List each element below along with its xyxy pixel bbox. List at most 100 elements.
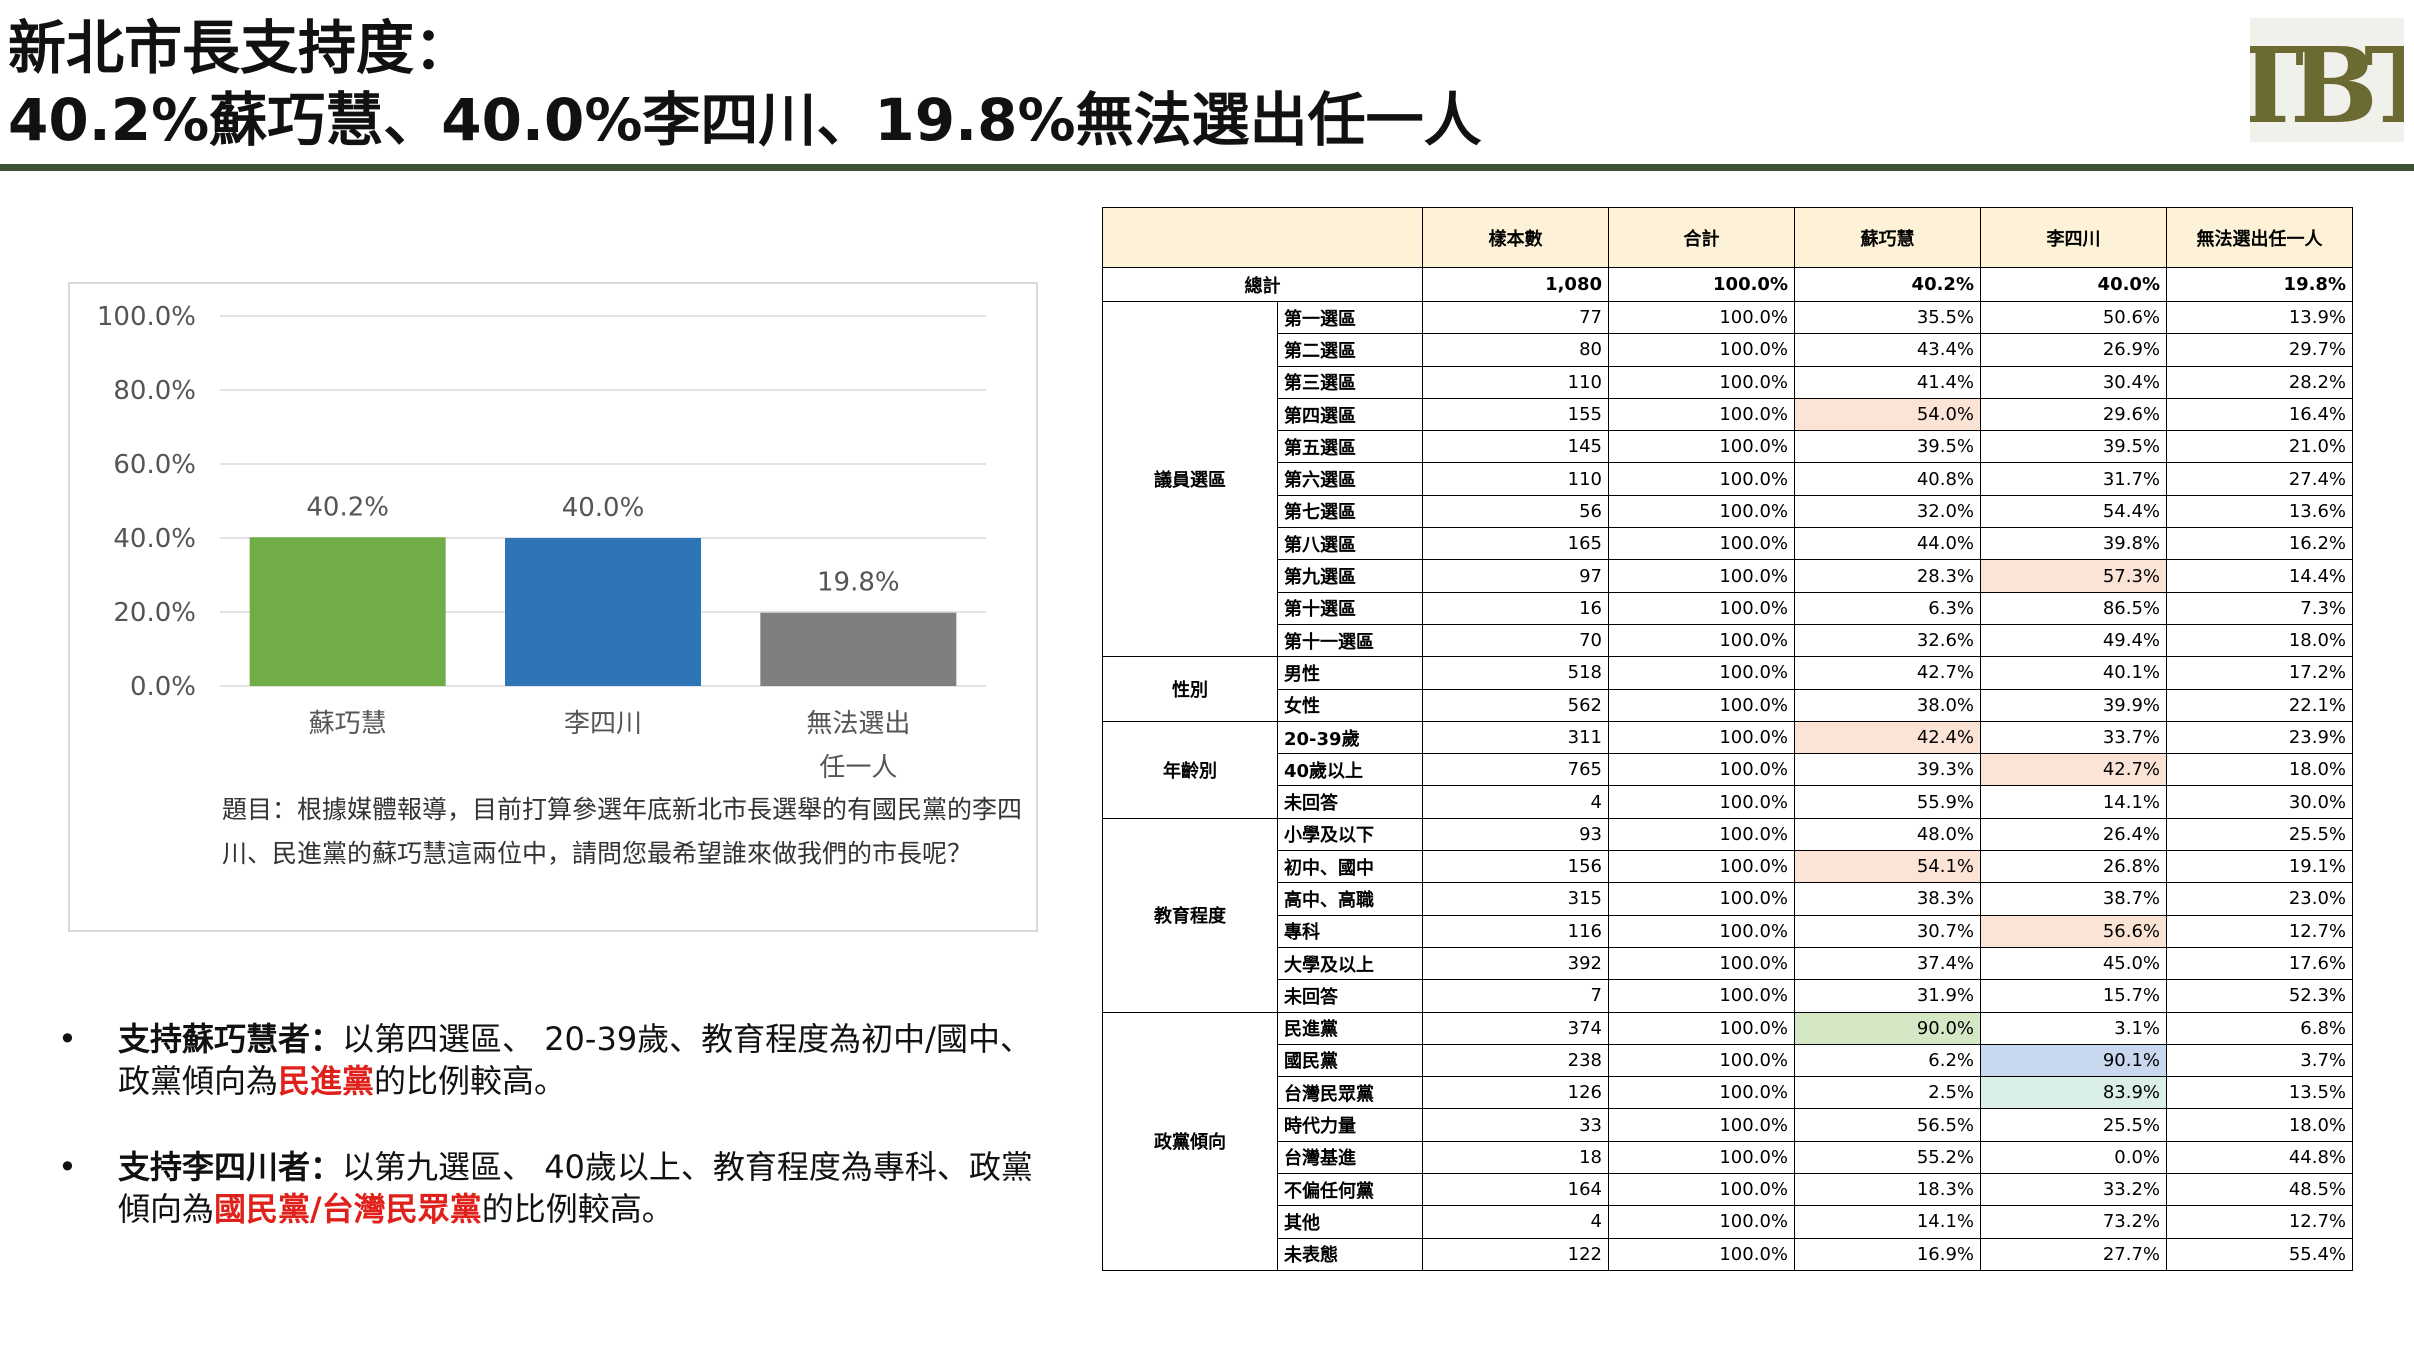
- table-cell: 28.2%: [2166, 365, 2353, 399]
- table-row: 第八選區 165 100.0% 44.0% 39.8% 16.2%: [1103, 527, 2353, 561]
- x-tick-label: 無法選出: [806, 709, 910, 739]
- table-cell: 26.9%: [1980, 333, 2167, 367]
- table-cell: 100.0%: [1608, 1108, 1795, 1142]
- table-cell: 4: [1422, 1205, 1609, 1239]
- bullet-dot: •: [58, 1020, 77, 1058]
- table-cell: 13.6%: [2166, 494, 2353, 529]
- table-row: 大學及以上 392 100.0% 37.4% 45.0% 17.6%: [1103, 946, 2353, 981]
- row-label: 男性: [1277, 656, 1423, 690]
- table-cell: 15.7%: [1980, 979, 2167, 1013]
- table-cell: 44.0%: [1794, 527, 1981, 561]
- table-cell: 29.6%: [1980, 397, 2167, 432]
- table-cell: 54.4%: [1980, 494, 2167, 529]
- header-li: 李四川: [1980, 207, 2167, 268]
- table-cell: 42.7%: [1980, 753, 2167, 787]
- table-cell: 100.0%: [1608, 914, 1795, 948]
- bullet-dot: •: [58, 1148, 77, 1186]
- table-row: 第十一選區 70 100.0% 32.6% 49.4% 18.0%: [1103, 623, 2353, 658]
- table-cell: 56.6%: [1980, 914, 2167, 948]
- table-cell: 100.0%: [1608, 688, 1795, 722]
- finding-text: 以第四選區、 20-39歲、教育程度為初中/國中、 政黨傾向為: [118, 1020, 1032, 1100]
- table-cell: 97: [1422, 559, 1609, 593]
- row-label: 第三選區: [1277, 365, 1423, 399]
- row-label: 未表態: [1277, 1237, 1423, 1271]
- table-row: 其他 4 100.0% 14.1% 73.2% 12.7%: [1103, 1205, 2353, 1239]
- y-tick-label: 40.0%: [113, 524, 196, 554]
- table-cell: 27.4%: [2166, 462, 2353, 496]
- finding-text-end: 的比例較高。: [481, 1190, 674, 1228]
- table-cell: 100.0%: [1608, 591, 1795, 625]
- table-cell: 52.3%: [2166, 979, 2353, 1013]
- chart-caption: 題目：根據媒體報導，目前打算參選年底新北市長選舉的有國民黨的李四川、民進黨的蘇巧…: [222, 795, 1023, 868]
- table-cell: 374: [1422, 1011, 1609, 1045]
- table-cell: 3.1%: [1980, 1011, 2167, 1045]
- table-cell: 562: [1422, 688, 1609, 722]
- table-cell: 93: [1422, 817, 1609, 852]
- chart-panel: 0.0% 20.0% 40.0% 60.0% 80.0% 100.0% 40.2% 蘇巧慧 40…: [68, 282, 1038, 932]
- y-tick-label: 60.0%: [113, 450, 196, 480]
- table-cell: 100.0%: [1608, 1076, 1795, 1110]
- title-line-2: 40.2%蘇巧慧、40.0%李四川、19.8%無法選出任一人: [8, 86, 1482, 154]
- table-cell: 100.0%: [1608, 333, 1795, 367]
- table-cell: 39.5%: [1980, 430, 2167, 464]
- table-row: 國民黨 238 100.0% 6.2% 90.1% 3.7%: [1103, 1043, 2353, 1078]
- group-label: 議員選區: [1102, 300, 1278, 658]
- title-line-1: 新北市長支持度：: [8, 14, 473, 82]
- table-total-row: 總計 1,080 100.0% 40.2% 40.0% 19.8%: [1102, 267, 2353, 302]
- table-cell: 19.1%: [2166, 850, 2353, 884]
- table-cell: 77: [1422, 300, 1609, 335]
- table-row: 第九選區 97 100.0% 28.3% 57.3% 14.4%: [1103, 559, 2353, 593]
- table-cell: 100.0%: [1608, 882, 1795, 916]
- table-cell: 33: [1422, 1108, 1609, 1142]
- table-cell: 110: [1422, 462, 1609, 496]
- table-cell: 38.0%: [1794, 688, 1981, 722]
- table-row: 政黨傾向 民進黨 374 100.0% 90.0% 3.1% 6.8%: [1102, 1011, 2353, 1271]
- group-label: 性別: [1102, 656, 1278, 722]
- header-total: 合計: [1608, 207, 1795, 268]
- total-cell: 40.2%: [1794, 267, 1981, 302]
- finding-party-highlight: 國民黨/台灣民眾黨: [214, 1190, 482, 1228]
- table-cell: 12.7%: [2166, 914, 2353, 948]
- table-cell: 100.0%: [1608, 1043, 1795, 1078]
- table-cell: 116: [1422, 914, 1609, 948]
- table-cell: 100.0%: [1608, 559, 1795, 593]
- table-cell: 100.0%: [1608, 1140, 1795, 1175]
- table-cell: 22.1%: [2166, 688, 2353, 722]
- table-cell: 165: [1422, 527, 1609, 561]
- tbt-logo: TBT: [2250, 18, 2404, 142]
- table-cell: 2.5%: [1794, 1076, 1981, 1110]
- table-cell: 32.6%: [1794, 623, 1981, 658]
- table-row: 性別 男性 518 100.0% 42.7% 40.1% 17.2%: [1102, 656, 2353, 722]
- table-row: 第二選區 80 100.0% 43.4% 26.9% 29.7%: [1103, 333, 2353, 367]
- table-cell: 13.9%: [2166, 300, 2353, 335]
- table-cell: 31.9%: [1794, 979, 1981, 1013]
- total-cell: 40.0%: [1980, 267, 2167, 302]
- row-label: 小學及以下: [1277, 817, 1423, 852]
- table-cell: 38.3%: [1794, 882, 1981, 916]
- bar-chart: 0.0% 20.0% 40.0% 60.0% 80.0% 100.0% 40.2% 蘇巧慧 40…: [97, 302, 986, 783]
- table-cell: 100.0%: [1608, 785, 1795, 819]
- table-cell: 14.1%: [1980, 785, 2167, 819]
- table-cell: 145: [1422, 430, 1609, 464]
- table-cell: 16.9%: [1794, 1237, 1981, 1271]
- row-label: 第一選區: [1277, 300, 1423, 335]
- table-row: 台灣基進 18 100.0% 55.2% 0.0% 44.8%: [1103, 1140, 2353, 1175]
- row-label: 第二選區: [1277, 333, 1423, 367]
- finding-text-end: 的比例較高。: [374, 1062, 567, 1100]
- table-cell: 100.0%: [1608, 462, 1795, 496]
- table-cell: 37.4%: [1794, 946, 1981, 981]
- header-sample: 樣本數: [1422, 207, 1609, 268]
- table-cell: 48.0%: [1794, 817, 1981, 852]
- table-cell: 55.4%: [2166, 1237, 2353, 1271]
- table-cell: 100.0%: [1608, 300, 1795, 335]
- table-cell: 14.1%: [1794, 1205, 1981, 1239]
- table-cell: 26.8%: [1980, 850, 2167, 884]
- table-cell: 315: [1422, 882, 1609, 916]
- table-cell: 0.0%: [1980, 1140, 2167, 1175]
- table-cell: 23.9%: [2166, 720, 2353, 755]
- logo-text: TBT: [2250, 24, 2404, 142]
- table-cell: 122: [1422, 1237, 1609, 1271]
- table-cell: 17.6%: [2166, 946, 2353, 981]
- table-cell: 18.0%: [2166, 753, 2353, 787]
- finding-party-highlight: 民進黨: [278, 1062, 375, 1100]
